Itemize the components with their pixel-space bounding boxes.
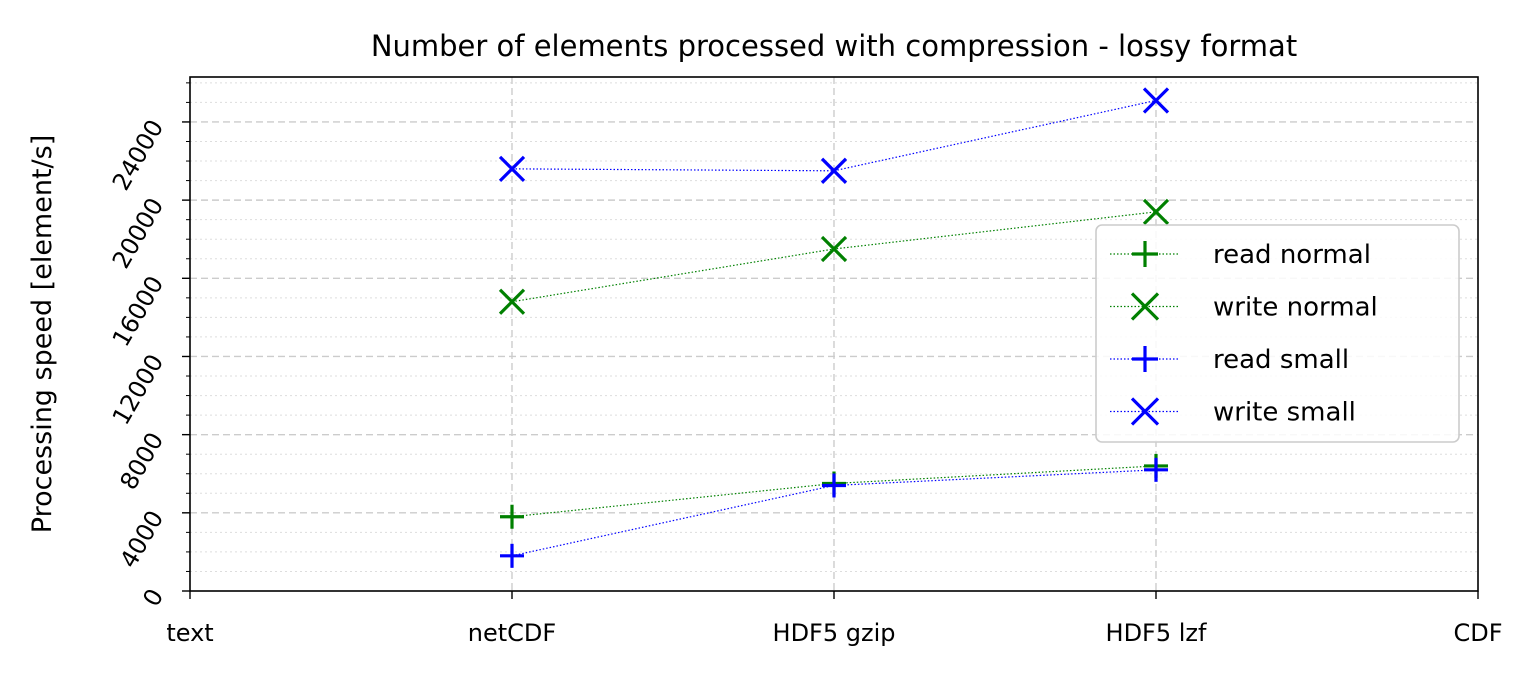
plus-marker — [500, 504, 524, 529]
legend-item: write normal — [1110, 292, 1378, 323]
legend-label: write normal — [1213, 293, 1378, 323]
x-marker — [1142, 87, 1170, 114]
x-marker — [820, 235, 848, 263]
series-write-small — [498, 87, 1170, 184]
legend-item: read small — [1110, 345, 1349, 375]
legend-box — [1095, 224, 1460, 443]
legend-label: write small — [1213, 398, 1356, 428]
legend-label: read small — [1213, 345, 1349, 375]
plus-marker — [1132, 241, 1158, 267]
marker-stroke — [820, 235, 848, 263]
plus-marker — [1144, 457, 1168, 482]
x-tick-label: HDF5 lzf — [1106, 619, 1207, 647]
marker-stroke — [1130, 397, 1160, 426]
series-read-small — [500, 457, 1168, 568]
x-tick-label: CDF — [1453, 619, 1502, 647]
legend-label: read normal — [1213, 240, 1371, 270]
x-marker — [498, 288, 526, 315]
x-marker — [820, 157, 848, 184]
legend-item: write small — [1110, 397, 1356, 428]
x-marker — [498, 155, 526, 182]
x-marker — [1142, 198, 1170, 225]
x-marker — [1130, 292, 1160, 321]
x-tick-label: HDF5 gzip — [773, 619, 896, 647]
x-tick-label: text — [166, 619, 213, 647]
plus-marker — [500, 543, 524, 568]
series-layer — [498, 87, 1170, 568]
x-tick-label: netCDF — [468, 619, 556, 647]
plus-marker — [822, 473, 846, 498]
marker-stroke — [1142, 87, 1170, 114]
plus-marker — [1132, 346, 1158, 372]
x-marker — [1130, 397, 1160, 426]
series-write-normal — [498, 198, 1170, 315]
marker-stroke — [820, 157, 848, 184]
marker-stroke — [1142, 198, 1170, 225]
marker-stroke — [498, 155, 526, 182]
marker-stroke — [1130, 292, 1160, 321]
marker-stroke — [498, 288, 526, 315]
y-axis-label: Processing speed [element/s] — [27, 135, 58, 533]
chart-title: Number of elements processed with compre… — [371, 29, 1297, 63]
legend-item: read normal — [1110, 240, 1371, 270]
legend: read normal write normal read small write s… — [1095, 224, 1460, 443]
